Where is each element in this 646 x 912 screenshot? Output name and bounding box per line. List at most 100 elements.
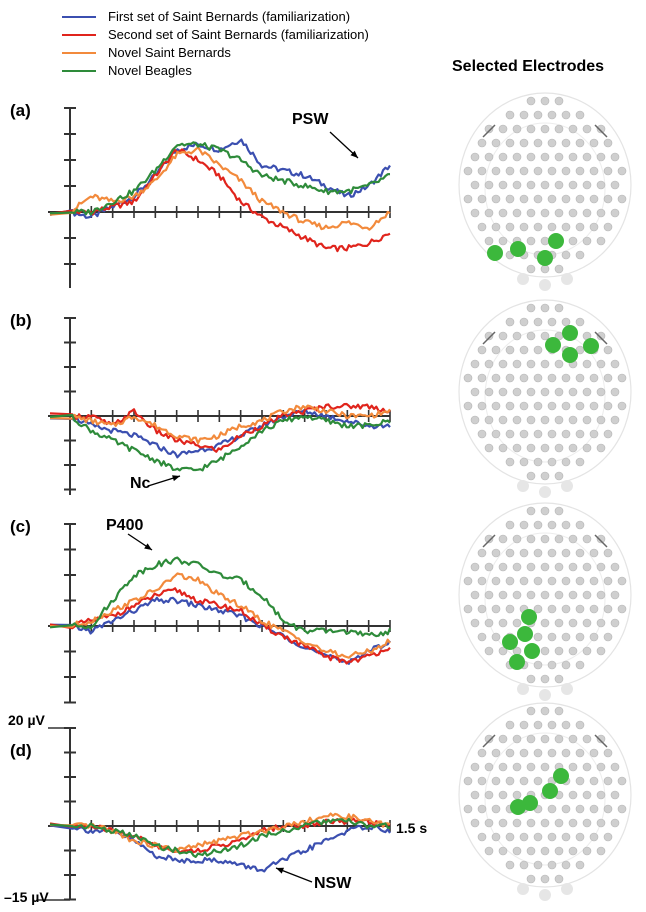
electrode-dot — [575, 457, 585, 467]
electrode-dot — [596, 846, 606, 856]
electrode-dot — [589, 832, 599, 842]
electrode-dot — [533, 138, 543, 148]
electrode-dot — [512, 443, 522, 453]
electrode-dot — [603, 604, 613, 614]
electrode-dot — [484, 562, 494, 572]
electrode-dot — [610, 359, 620, 369]
electrode-dot — [582, 734, 592, 744]
panel-label: (a) — [10, 101, 31, 120]
electrode-dot — [575, 548, 585, 558]
electrode-dot — [477, 576, 487, 586]
electrode-dot — [491, 138, 501, 148]
electrode-dot — [484, 646, 494, 656]
electrode-dot — [547, 720, 557, 730]
eye-lead-left — [482, 124, 496, 138]
y-bottom-label: –15 µV — [4, 889, 49, 905]
electrode-dot — [540, 96, 550, 106]
series-line — [49, 407, 391, 459]
electrode-dot — [512, 590, 522, 600]
electrode-dot — [547, 632, 557, 642]
electrode-dot — [519, 776, 529, 786]
electrode-dot — [470, 415, 480, 425]
electrode-dot — [582, 359, 592, 369]
electrode-dot — [540, 387, 550, 397]
electrode-dot — [575, 166, 585, 176]
electrode-dot — [561, 832, 571, 842]
electrode-dot — [554, 415, 564, 425]
electrode-dot — [610, 180, 620, 190]
electrode-dot — [547, 832, 557, 842]
electrode-dot — [519, 222, 529, 232]
electrode-dot — [512, 152, 522, 162]
electrode-dot — [477, 373, 487, 383]
head-outline — [458, 502, 632, 688]
series-line — [49, 148, 391, 253]
electrode-dot — [603, 804, 613, 814]
electrode-dot — [568, 562, 578, 572]
electrode-dot — [491, 429, 501, 439]
electrode-dot — [526, 96, 536, 106]
reference-electrode — [539, 889, 551, 901]
panel-label: (c) — [10, 517, 31, 536]
head-outline — [458, 702, 632, 888]
electrode-dot — [575, 401, 585, 411]
electrode-dot — [554, 208, 564, 218]
series-line — [49, 413, 391, 472]
electrode-dot — [547, 401, 557, 411]
electrode-dot — [498, 618, 508, 628]
electrode-dot — [617, 804, 627, 814]
electrode-dot — [540, 180, 550, 190]
electrode-dot — [568, 534, 578, 544]
electrode-dot — [498, 790, 508, 800]
electrode-dot — [596, 646, 606, 656]
electrode-dot — [533, 166, 543, 176]
electrode-dot — [512, 387, 522, 397]
electrode-dot — [463, 166, 473, 176]
electrode-dot — [526, 443, 536, 453]
electrode-dot — [477, 345, 487, 355]
electrode-dot — [526, 734, 536, 744]
electrode-dot — [512, 618, 522, 628]
electrode-dot — [540, 208, 550, 218]
electrode-dot — [526, 264, 536, 274]
electrode-dot — [540, 706, 550, 716]
selected-electrode — [524, 643, 540, 659]
electrode-dot — [540, 471, 550, 481]
electrode-dot — [554, 387, 564, 397]
electrode-dot — [554, 874, 564, 884]
electrode-dot — [582, 180, 592, 190]
electrode-dot — [484, 331, 494, 341]
electrode-dot — [540, 734, 550, 744]
electrode-dot — [575, 776, 585, 786]
electrode-dot — [484, 180, 494, 190]
electrode-dot — [547, 110, 557, 120]
electrode-dot — [477, 632, 487, 642]
electrode-dot — [519, 520, 529, 530]
electrode-dot — [547, 520, 557, 530]
electrode-dot — [596, 762, 606, 772]
electrode-dot — [498, 236, 508, 246]
electrode-dot — [540, 818, 550, 828]
electrode-dot — [498, 415, 508, 425]
electrode-dot — [589, 576, 599, 586]
electrode-dot — [512, 846, 522, 856]
electrode-dot — [519, 860, 529, 870]
electrode-dot — [610, 562, 620, 572]
electrode-dot — [596, 734, 606, 744]
electrode-dot — [519, 110, 529, 120]
electrode-dot — [575, 720, 585, 730]
electrode-dot — [554, 152, 564, 162]
electrode-dot — [575, 660, 585, 670]
electrode-dot — [505, 317, 515, 327]
electrode-dot — [498, 646, 508, 656]
electrode-dot — [526, 846, 536, 856]
electrode-dot — [596, 790, 606, 800]
series-line — [49, 817, 391, 858]
electrode-dot — [575, 110, 585, 120]
electrode-dot — [596, 331, 606, 341]
electrode-dot — [596, 590, 606, 600]
electrode-dot — [533, 373, 543, 383]
electrode-dot — [526, 331, 536, 341]
electrode-dot — [617, 576, 627, 586]
selected-electrode — [521, 609, 537, 625]
